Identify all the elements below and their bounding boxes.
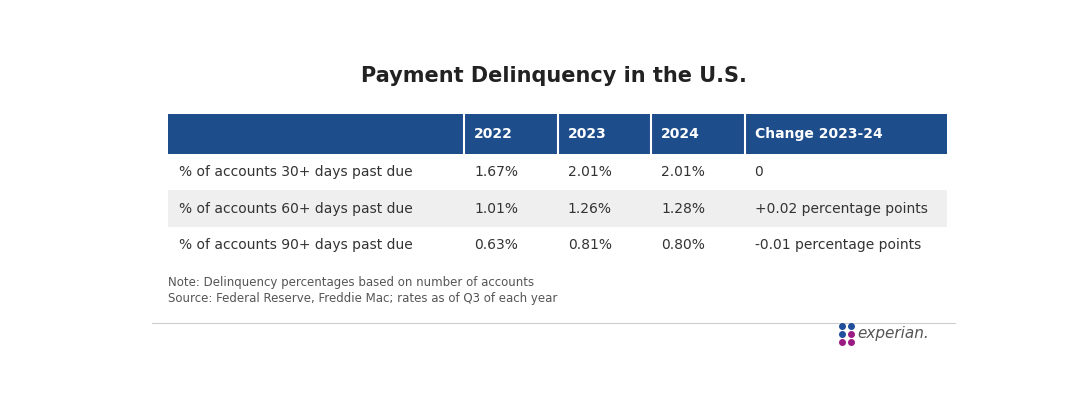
Text: 0.63%: 0.63% [474, 238, 518, 252]
Text: % of accounts 30+ days past due: % of accounts 30+ days past due [178, 165, 413, 179]
Text: 0: 0 [755, 165, 764, 179]
FancyBboxPatch shape [557, 190, 651, 227]
Text: -0.01 percentage points: -0.01 percentage points [755, 238, 921, 252]
Text: 0.81%: 0.81% [568, 238, 611, 252]
Text: 2024: 2024 [661, 127, 700, 141]
FancyBboxPatch shape [464, 154, 557, 190]
FancyBboxPatch shape [651, 154, 744, 190]
Text: Source: Federal Reserve, Freddie Mac; rates as of Q3 of each year: Source: Federal Reserve, Freddie Mac; ra… [168, 292, 558, 305]
FancyBboxPatch shape [744, 227, 947, 263]
Text: 2.01%: 2.01% [568, 165, 611, 179]
Text: 1.01%: 1.01% [474, 201, 518, 216]
Text: 1.26%: 1.26% [568, 201, 611, 216]
Text: 2023: 2023 [568, 127, 607, 141]
FancyBboxPatch shape [464, 190, 557, 227]
FancyBboxPatch shape [464, 114, 557, 154]
FancyBboxPatch shape [464, 227, 557, 263]
FancyBboxPatch shape [557, 114, 651, 154]
Text: % of accounts 60+ days past due: % of accounts 60+ days past due [178, 201, 413, 216]
FancyBboxPatch shape [168, 114, 464, 154]
Text: 1.28%: 1.28% [661, 201, 705, 216]
Text: Note: Delinquency percentages based on number of accounts: Note: Delinquency percentages based on n… [168, 276, 535, 288]
Text: % of accounts 90+ days past due: % of accounts 90+ days past due [178, 238, 413, 252]
Text: 2.01%: 2.01% [661, 165, 705, 179]
FancyBboxPatch shape [744, 114, 947, 154]
Text: 2022: 2022 [474, 127, 513, 141]
FancyBboxPatch shape [168, 227, 464, 263]
FancyBboxPatch shape [651, 114, 744, 154]
FancyBboxPatch shape [744, 154, 947, 190]
Text: +0.02 percentage points: +0.02 percentage points [755, 201, 928, 216]
Text: 1.67%: 1.67% [474, 165, 518, 179]
Text: 0.80%: 0.80% [661, 238, 705, 252]
Text: experian.: experian. [858, 326, 929, 341]
FancyBboxPatch shape [168, 154, 464, 190]
Text: Change 2023-24: Change 2023-24 [755, 127, 882, 141]
FancyBboxPatch shape [651, 227, 744, 263]
FancyBboxPatch shape [557, 227, 651, 263]
Text: Payment Delinquency in the U.S.: Payment Delinquency in the U.S. [361, 66, 746, 86]
FancyBboxPatch shape [557, 154, 651, 190]
FancyBboxPatch shape [744, 190, 947, 227]
FancyBboxPatch shape [651, 190, 744, 227]
FancyBboxPatch shape [168, 190, 464, 227]
